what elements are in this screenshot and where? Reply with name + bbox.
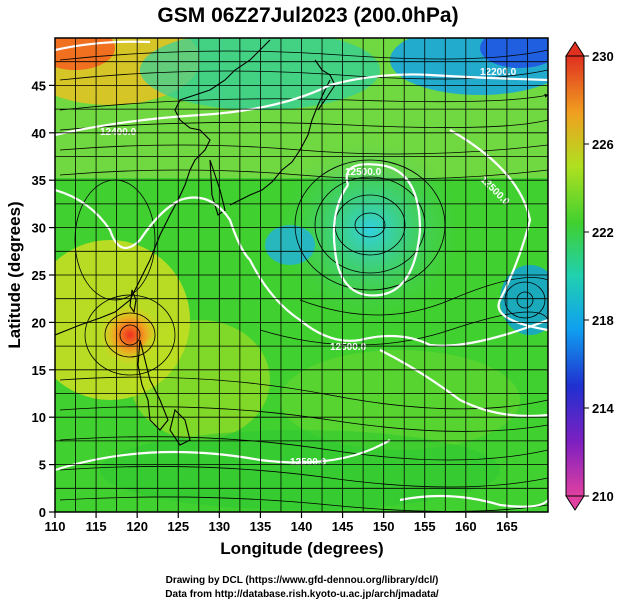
grid-lines bbox=[54, 37, 549, 513]
colorbar-bottom-arrow bbox=[565, 495, 585, 511]
x-tick-label: 120 bbox=[126, 519, 148, 534]
x-tick-label: 140 bbox=[291, 519, 313, 534]
map-title: GSM 06Z27Jul2023 (200.0hPa) bbox=[157, 4, 458, 27]
contour-label: 12200.0 bbox=[480, 67, 517, 78]
x-tick-label: 110 bbox=[45, 519, 66, 534]
colorbar-tick-label: 230 bbox=[592, 49, 614, 64]
credit-line-2: Data from http://database.rish.kyoto-u.a… bbox=[165, 589, 439, 600]
y-tick-label: 45 bbox=[32, 78, 46, 93]
contour-label: 12500.0 bbox=[290, 457, 327, 468]
y-tick-label: 5 bbox=[39, 458, 46, 473]
x-tick-label: 145 bbox=[332, 519, 354, 534]
colorbar-ramp bbox=[565, 55, 585, 497]
credit-line-1: Drawing by DCL (https://www.gfd-dennou.o… bbox=[166, 575, 439, 586]
colorbar-tick-label: 214 bbox=[592, 401, 614, 416]
y-axis-ticks: 0 5 10 15 20 25 30 35 40 45 bbox=[32, 78, 55, 520]
x-tick-label: 150 bbox=[373, 519, 395, 534]
x-tick-label: 165 bbox=[496, 519, 518, 534]
colorbar-tick-label: 210 bbox=[592, 489, 614, 504]
colorbar-ticks: 230 226 222 218 214 210 bbox=[584, 49, 614, 504]
contour-label: 12500.0 bbox=[330, 342, 367, 353]
x-axis-ticks: 110 115 120 125 130 135 140 145 150 155 160 165 bbox=[45, 512, 518, 534]
y-axis-label: Latitude (degrees) bbox=[5, 201, 24, 348]
x-tick-label: 125 bbox=[167, 519, 189, 534]
y-tick-label: 15 bbox=[32, 363, 46, 378]
y-tick-label: 10 bbox=[32, 410, 46, 425]
coastlines bbox=[55, 39, 336, 446]
y-tick-label: 0 bbox=[39, 505, 46, 520]
y-tick-label: 25 bbox=[32, 268, 46, 283]
colorbar: 230 226 222 218 214 210 bbox=[565, 41, 614, 511]
colorbar-tick-label: 218 bbox=[592, 313, 614, 328]
colorbar-tick-label: 226 bbox=[592, 137, 614, 152]
x-tick-label: 130 bbox=[208, 519, 230, 534]
colorbar-top-arrow bbox=[565, 41, 585, 57]
y-tick-label: 40 bbox=[32, 126, 46, 141]
y-tick-label: 30 bbox=[32, 221, 46, 236]
x-tick-label: 155 bbox=[414, 519, 436, 534]
y-tick-label: 35 bbox=[32, 173, 46, 188]
x-tick-label: 135 bbox=[250, 519, 272, 534]
x-tick-label: 160 bbox=[455, 519, 477, 534]
x-tick-label: 115 bbox=[86, 519, 107, 534]
colorbar-tick-label: 222 bbox=[592, 225, 614, 240]
x-axis-label: Longitude (degrees) bbox=[220, 539, 383, 558]
y-tick-label: 20 bbox=[32, 315, 46, 330]
